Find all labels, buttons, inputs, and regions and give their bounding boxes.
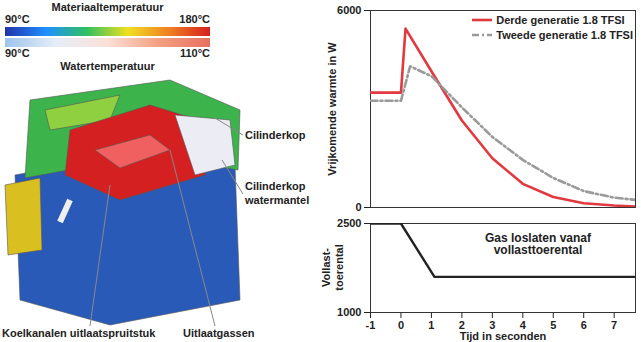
svg-text:Uitlaatgassen: Uitlaatgassen bbox=[183, 327, 255, 339]
svg-text:Cilinderkopwatermantel: Cilinderkopwatermantel bbox=[244, 180, 309, 206]
svg-text:Vollast-toerental: Vollast-toerental bbox=[320, 244, 345, 290]
svg-text:1000: 1000 bbox=[337, 306, 361, 318]
svg-text:180°C: 180°C bbox=[179, 13, 210, 25]
svg-text:3: 3 bbox=[489, 319, 496, 332]
svg-text:Vrijkomende warmte in W: Vrijkomende warmte in W bbox=[326, 42, 338, 176]
svg-text:Cilinderkop: Cilinderkop bbox=[245, 129, 306, 141]
svg-text:6000: 6000 bbox=[337, 4, 361, 16]
svg-text:90°C: 90°C bbox=[5, 47, 30, 59]
svg-text:110°C: 110°C bbox=[180, 47, 210, 59]
svg-text:6: 6 bbox=[581, 319, 587, 331]
html-text:Derde generatie 1.8 TFSI: Derde generatie 1.8 TFSI bbox=[496, 13, 625, 26]
svg-text:2: 2 bbox=[458, 319, 465, 332]
svg-text:0: 0 bbox=[398, 319, 404, 331]
svg-text:90°C: 90°C bbox=[5, 13, 30, 25]
svg-text:Gas loslaten vanafvollasttoere: Gas loslaten vanafvollasttoerental bbox=[485, 231, 592, 257]
svg-text:5: 5 bbox=[550, 319, 556, 331]
svg-text:Watertemperatuur: Watertemperatuur bbox=[60, 60, 155, 72]
svg-text:4: 4 bbox=[519, 319, 526, 332]
svg-text:2500: 2500 bbox=[337, 217, 361, 229]
html-text:Tweede generatie 1.8 TFSI: Tweede generatie 1.8 TFSI bbox=[496, 28, 633, 41]
svg-text:0: 0 bbox=[355, 201, 361, 213]
svg-text:Koelkanalen uitlaatspruitstuk: Koelkanalen uitlaatspruitstuk bbox=[2, 327, 156, 339]
svg-text:Tijd in seconden: Tijd in seconden bbox=[460, 330, 547, 342]
svg-text:7: 7 bbox=[611, 319, 617, 331]
svg-text:-1: -1 bbox=[366, 319, 376, 331]
svg-text:1: 1 bbox=[428, 319, 434, 331]
svg-text:Materiaaltemperatuur: Materiaaltemperatuur bbox=[52, 1, 165, 13]
